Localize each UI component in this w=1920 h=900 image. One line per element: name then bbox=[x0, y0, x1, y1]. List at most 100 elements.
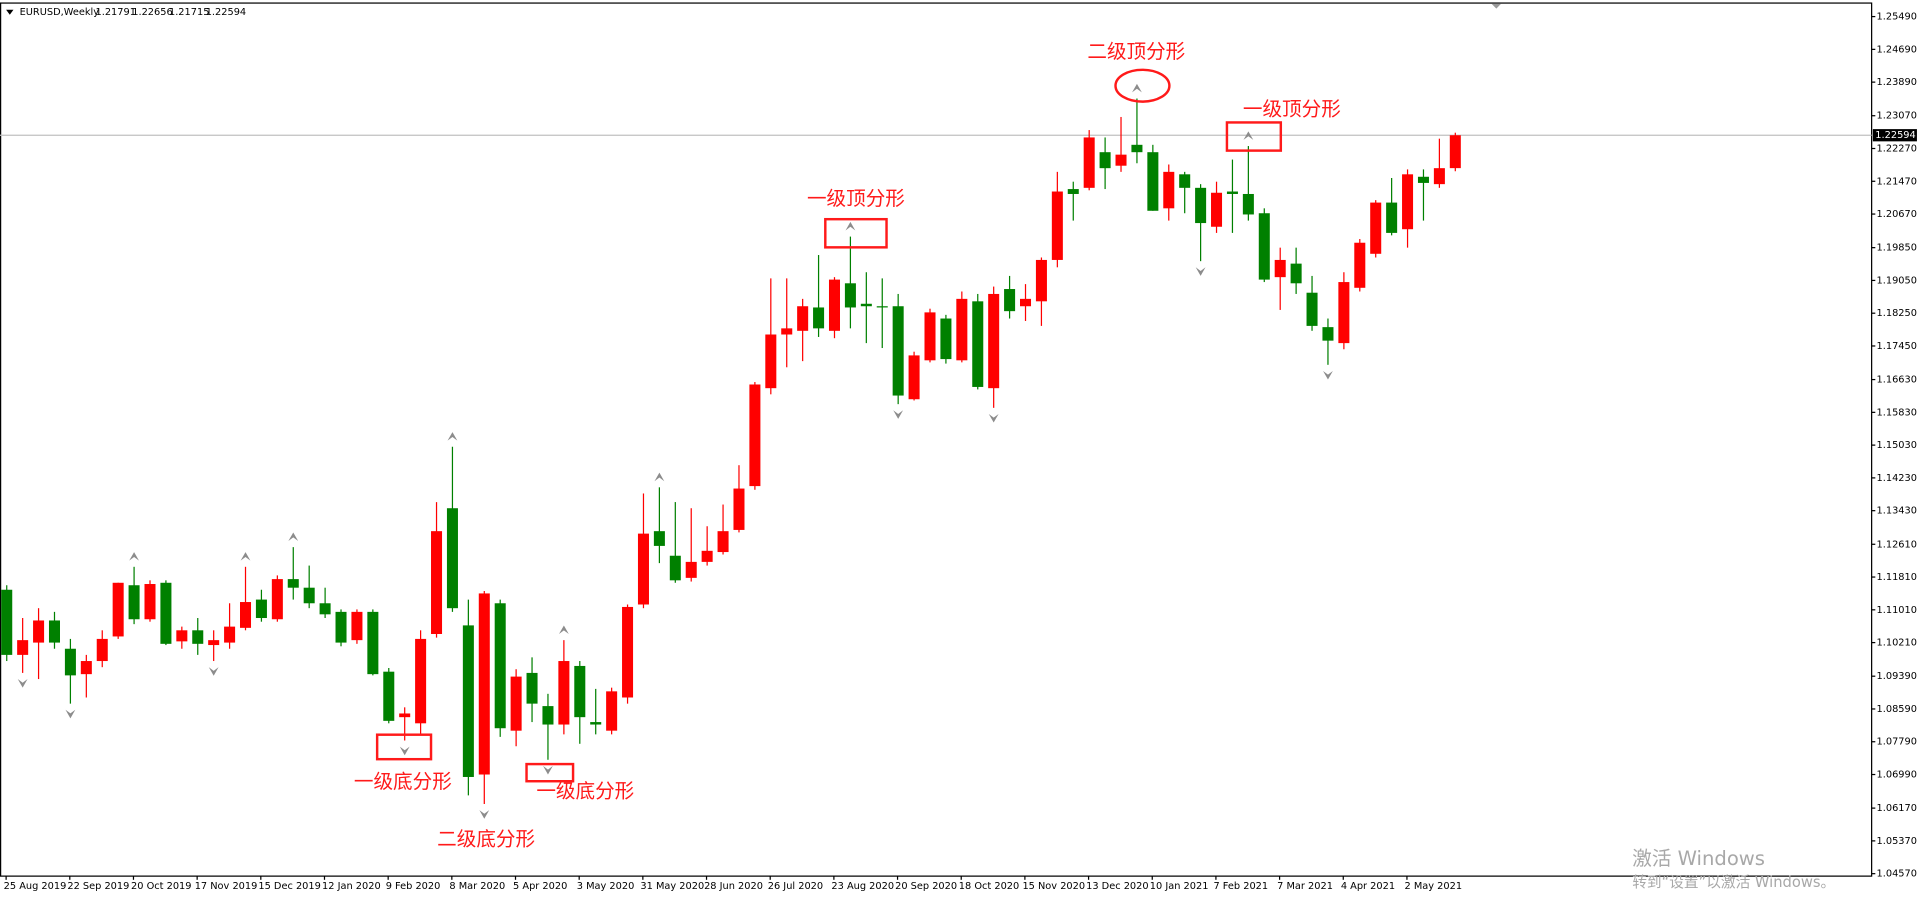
annotation: 二级底分形 bbox=[437, 828, 535, 851]
fractal-up bbox=[654, 472, 665, 482]
candle-body bbox=[431, 531, 443, 634]
candle-body bbox=[17, 640, 29, 655]
candle-body bbox=[1433, 168, 1445, 185]
candle-body bbox=[494, 603, 506, 729]
candle-body bbox=[1179, 174, 1191, 188]
candle-body bbox=[271, 579, 283, 620]
candle-body bbox=[542, 706, 554, 725]
candle-body bbox=[972, 301, 984, 387]
y-tick-label: 1.07790 bbox=[1877, 737, 1917, 748]
annotation: 一级底分形 bbox=[354, 770, 452, 793]
candle-body bbox=[415, 638, 427, 724]
candle-body bbox=[303, 587, 315, 604]
y-tick-label: 1.06170 bbox=[1877, 803, 1917, 814]
x-tick-label: 26 Jul 2020 bbox=[768, 881, 823, 892]
candle-body bbox=[255, 599, 267, 619]
candle-body bbox=[1099, 152, 1111, 169]
x-tick-label: 7 Mar 2021 bbox=[1277, 881, 1333, 892]
y-tick-label: 1.04570 bbox=[1877, 869, 1917, 880]
candle-body bbox=[48, 620, 60, 643]
candle-body bbox=[1163, 171, 1175, 209]
candle-body bbox=[128, 585, 140, 620]
x-tick-label: 17 Nov 2019 bbox=[195, 881, 258, 892]
y-tick-label: 1.17450 bbox=[1877, 341, 1917, 352]
annotation: 一级底分形 bbox=[536, 780, 634, 803]
fractal-down bbox=[543, 765, 553, 775]
candle-body bbox=[112, 582, 124, 637]
candle-body bbox=[64, 648, 76, 676]
candle-body bbox=[1258, 213, 1270, 280]
x-tick-label: 5 Apr 2020 bbox=[513, 881, 567, 892]
y-tick-label: 1.08590 bbox=[1877, 704, 1917, 715]
fractal-up bbox=[129, 552, 139, 561]
fractal-down bbox=[893, 410, 904, 419]
y-tick-label: 1.11010 bbox=[1877, 605, 1917, 616]
x-tick-label: 31 May 2020 bbox=[640, 881, 704, 892]
candle-body bbox=[653, 531, 665, 546]
y-tick-label: 1.09390 bbox=[1877, 671, 1917, 682]
x-tick-label: 9 Feb 2020 bbox=[386, 881, 441, 892]
candle-body bbox=[526, 672, 538, 704]
fractal-down bbox=[1323, 370, 1333, 380]
y-tick-label: 1.18250 bbox=[1877, 308, 1917, 319]
candle-body bbox=[224, 626, 236, 643]
x-tick-label: 28 Jun 2020 bbox=[704, 881, 763, 892]
candle-body bbox=[208, 640, 220, 646]
candle-body bbox=[1226, 191, 1238, 194]
candle-body bbox=[669, 555, 681, 581]
fractal-up bbox=[240, 552, 251, 561]
candle-body bbox=[383, 671, 395, 721]
candle-body bbox=[1067, 189, 1079, 194]
fractal-up bbox=[1243, 131, 1254, 140]
candle-body bbox=[1020, 298, 1032, 307]
candle-body bbox=[1004, 289, 1016, 312]
fractal-down bbox=[65, 709, 76, 719]
candle-body bbox=[1417, 176, 1429, 183]
candle-body bbox=[813, 307, 825, 329]
y-tick-label: 1.05370 bbox=[1877, 836, 1917, 847]
fractal-down bbox=[208, 667, 219, 676]
ohlc-header: 1.21791 1.22656 1.21715 1.22594 bbox=[96, 7, 247, 18]
menu-triangle bbox=[6, 9, 14, 15]
candle-body bbox=[1211, 192, 1223, 227]
candle-body bbox=[1242, 193, 1254, 215]
y-tick-label: 1.13430 bbox=[1877, 506, 1917, 517]
price-label: 1.22594 bbox=[1875, 130, 1915, 141]
fractal-up bbox=[1132, 83, 1142, 93]
candle-body bbox=[1370, 202, 1382, 254]
plot-frame bbox=[0, 2, 1873, 877]
fractal-up bbox=[845, 221, 856, 231]
fractal-down bbox=[988, 413, 999, 423]
candle-body bbox=[335, 611, 347, 643]
candle-body bbox=[351, 611, 363, 641]
annotation-box bbox=[525, 762, 575, 783]
candle-body bbox=[908, 355, 920, 400]
candle-body bbox=[1, 589, 13, 655]
x-tick-label: 15 Dec 2019 bbox=[258, 881, 321, 892]
candle-body bbox=[940, 318, 952, 360]
candle-body bbox=[1449, 135, 1461, 169]
candle-body bbox=[1147, 152, 1159, 211]
candle-body bbox=[765, 334, 777, 389]
candle-body bbox=[574, 665, 586, 718]
symbol: EURUSD,Weekly bbox=[20, 7, 100, 18]
y-tick-label: 1.10210 bbox=[1877, 638, 1917, 649]
candle-body bbox=[319, 603, 331, 615]
candle-body bbox=[287, 579, 299, 588]
y-tick-label: 1.12610 bbox=[1877, 539, 1917, 550]
candle-body bbox=[844, 283, 856, 308]
x-tick-label: 20 Oct 2019 bbox=[131, 881, 191, 892]
candle-body bbox=[1083, 137, 1095, 188]
y-tick-label: 1.06990 bbox=[1877, 770, 1917, 781]
annotation: 一级顶分形 bbox=[1243, 98, 1341, 121]
candle-body bbox=[478, 593, 490, 775]
candle-body bbox=[367, 611, 379, 675]
fractal-down bbox=[479, 810, 490, 819]
candle-body bbox=[192, 630, 204, 644]
candle-body bbox=[33, 620, 45, 643]
y-tick-label: 1.22270 bbox=[1877, 144, 1917, 155]
x-tick-label: 20 Sep 2020 bbox=[895, 881, 957, 892]
annotation: 二级顶分形 bbox=[1087, 40, 1185, 63]
